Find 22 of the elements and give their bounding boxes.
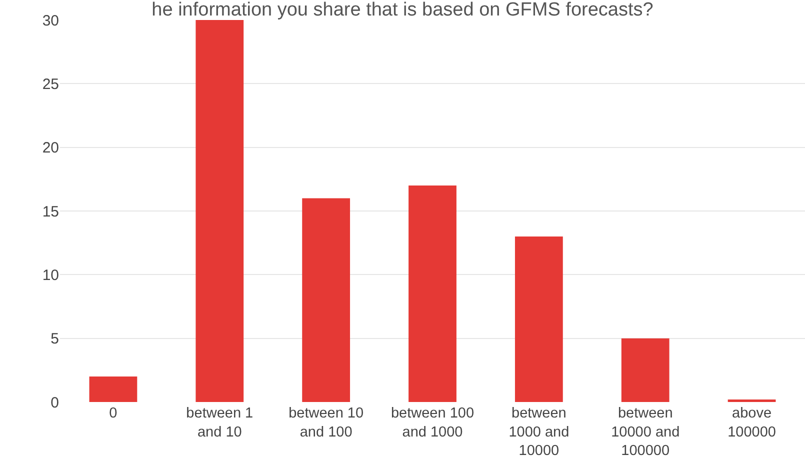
y-tick-label: 10 xyxy=(42,266,59,284)
x-tick-label: between 10 and 100 xyxy=(288,406,364,440)
x-tick-label: between 1 and 10 xyxy=(186,406,254,440)
bar xyxy=(514,236,563,402)
bar xyxy=(196,20,244,402)
bar xyxy=(89,376,138,402)
y-tick-label: 5 xyxy=(50,330,59,348)
x-tick-label: above 100000 xyxy=(728,406,776,440)
y-tick-label: 25 xyxy=(42,76,59,93)
bar xyxy=(728,399,776,402)
y-tick-label: 30 xyxy=(42,12,59,30)
bar xyxy=(408,186,456,402)
x-tick-label: between 1000 and 10000 xyxy=(508,406,570,460)
chart-title: he information you share that is based on GFMS forecasts? xyxy=(152,0,654,21)
x-tick-label: between 100 and 1000 xyxy=(390,406,474,440)
y-tick-label: 0 xyxy=(50,394,59,412)
x-tick-label: between 10000 and 100000 xyxy=(611,406,680,460)
bar xyxy=(302,198,350,402)
bar xyxy=(621,338,670,402)
x-tick-label: 0 xyxy=(109,406,118,422)
y-tick-label: 15 xyxy=(42,203,59,220)
y-tick-label: 20 xyxy=(42,140,59,157)
